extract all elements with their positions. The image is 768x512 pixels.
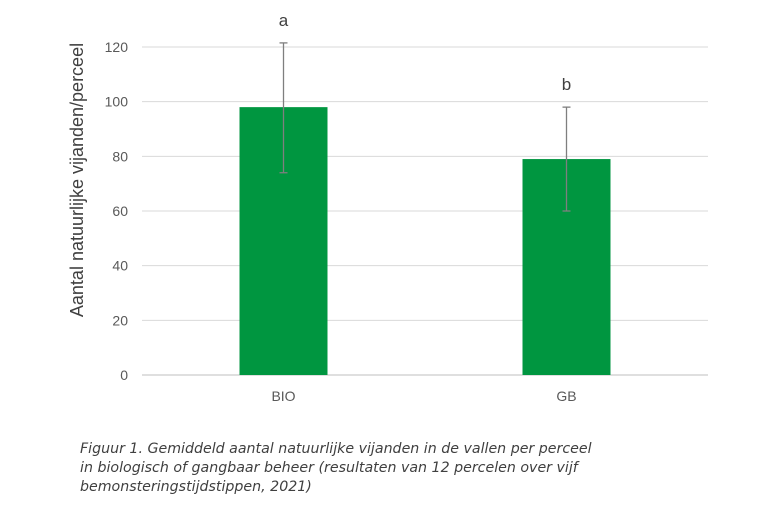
y-axis-label: Aantal natuurlijke vijanden/perceel xyxy=(67,43,87,317)
y-tick-label: 80 xyxy=(112,148,128,164)
x-tick-label: GB xyxy=(556,388,576,404)
x-tick-label: BIO xyxy=(271,388,295,404)
caption-line-2: in biologisch of gangbaar beheer (result… xyxy=(80,460,578,476)
y-tick-label: 40 xyxy=(112,258,128,274)
bars xyxy=(239,107,611,375)
y-tick-label: 120 xyxy=(105,39,129,55)
y-tick-label: 60 xyxy=(112,203,128,219)
y-tick-label: 100 xyxy=(105,94,129,110)
caption-line-3: bemonsteringstijdstippen, 2021) xyxy=(80,479,312,495)
significance-letter: a xyxy=(279,11,289,30)
figure-caption: Figuur 1. Gemiddeld aantal natuurlijke v… xyxy=(80,440,720,497)
y-axis-ticks: 0 20 40 60 80 100 120 xyxy=(105,39,129,383)
category-labels: BIO GB xyxy=(271,388,576,404)
y-tick-label: 20 xyxy=(112,312,128,328)
caption-line-1: Figuur 1. Gemiddeld aantal natuurlijke v… xyxy=(80,441,592,457)
significance-letters: ab xyxy=(279,11,571,94)
grid-lines xyxy=(142,46,708,376)
error-bars xyxy=(279,42,571,212)
significance-letter: b xyxy=(562,75,571,94)
y-tick-label: 0 xyxy=(120,367,128,383)
